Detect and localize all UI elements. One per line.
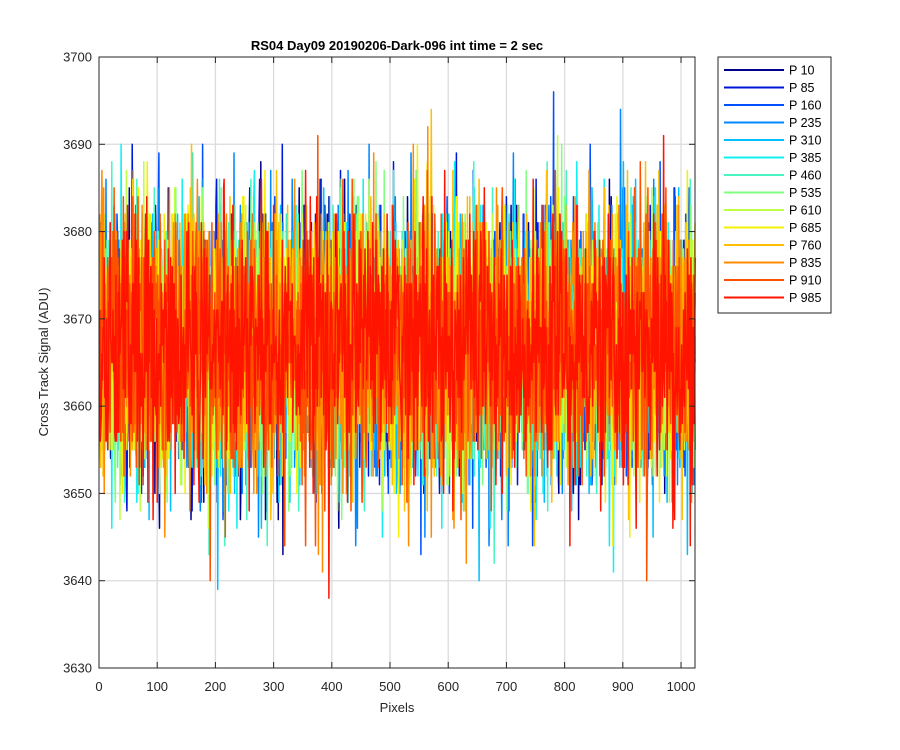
x-tick-label: 400 bbox=[321, 679, 343, 694]
legend-label: P 910 bbox=[789, 274, 821, 288]
x-tick-label: 0 bbox=[95, 679, 102, 694]
x-tick-label: 600 bbox=[437, 679, 459, 694]
legend-label: P 760 bbox=[789, 239, 821, 253]
legend-label: P 310 bbox=[789, 134, 821, 148]
x-tick-label: 100 bbox=[146, 679, 168, 694]
y-tick-label: 3660 bbox=[63, 399, 92, 414]
x-tick-label: 1000 bbox=[667, 679, 696, 694]
legend-label: P 460 bbox=[789, 169, 821, 183]
legend-label: P 835 bbox=[789, 256, 821, 270]
y-axis-label: Cross Track Signal (ADU) bbox=[36, 288, 51, 437]
legend-label: P 385 bbox=[789, 151, 821, 165]
legend-label: P 235 bbox=[789, 116, 821, 130]
plot-area: 0 100 200 300 400 500 600 700 800 900 1000 3630 3640… bbox=[63, 50, 695, 695]
y-tick-label: 3680 bbox=[63, 224, 92, 239]
x-tick-label: 300 bbox=[263, 679, 285, 694]
y-tick-label: 3670 bbox=[63, 311, 92, 326]
y-tick-label: 3650 bbox=[63, 486, 92, 501]
legend: P 10 P 85 P 160 P 235 P 310 P 385 P 460 P 535 P … bbox=[718, 57, 831, 313]
y-tick-label: 3630 bbox=[63, 661, 92, 676]
x-tick-label: 200 bbox=[205, 679, 227, 694]
y-tick-label: 3700 bbox=[63, 50, 92, 65]
legend-label: P 985 bbox=[789, 291, 821, 305]
x-tick-label: 900 bbox=[612, 679, 634, 694]
x-tick-label: 500 bbox=[379, 679, 401, 694]
x-tick-label: 700 bbox=[496, 679, 518, 694]
legend-label: P 160 bbox=[789, 99, 821, 113]
x-axis-label: Pixels bbox=[380, 700, 415, 715]
legend-label: P 10 bbox=[789, 64, 815, 78]
y-tick-label: 3690 bbox=[63, 137, 92, 152]
x-tick-label: 800 bbox=[554, 679, 576, 694]
y-tick-label: 3640 bbox=[63, 573, 92, 588]
legend-label: P 610 bbox=[789, 204, 821, 218]
legend-label: P 685 bbox=[789, 221, 821, 235]
chart-title: RS04 Day09 20190206-Dark-096 int time = … bbox=[251, 38, 543, 53]
legend-label: P 535 bbox=[789, 186, 821, 200]
legend-label: P 85 bbox=[789, 81, 815, 95]
